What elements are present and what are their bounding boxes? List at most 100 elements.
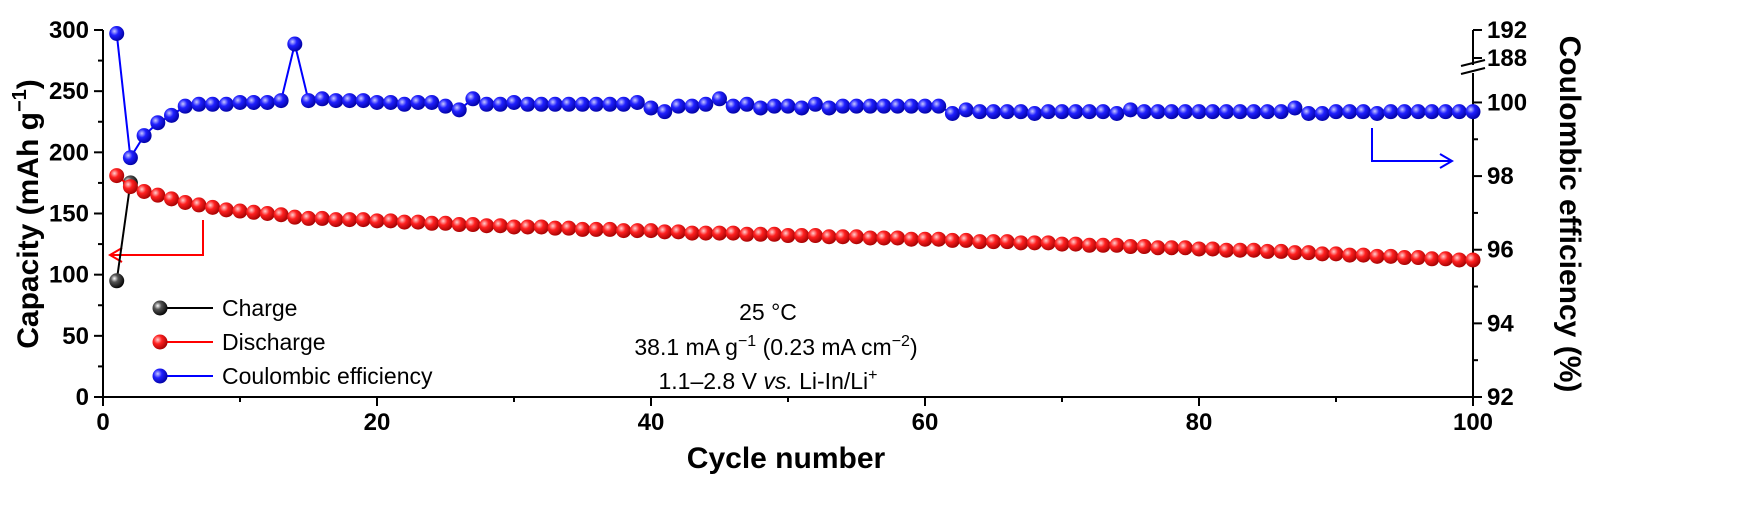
discharge-point bbox=[191, 197, 207, 213]
right-y-tick-label: 92 bbox=[1487, 384, 1514, 411]
svg-text:Coulombic efficiency: Coulombic efficiency bbox=[222, 363, 433, 389]
discharge-point bbox=[944, 232, 960, 248]
coulombic-efficiency-point bbox=[150, 115, 166, 131]
legend-marker-discharge bbox=[152, 334, 168, 350]
coulombic-efficiency-point bbox=[164, 107, 179, 123]
coulombic-efficiency-point bbox=[492, 96, 508, 112]
discharge-point bbox=[465, 217, 481, 233]
discharge-point bbox=[1027, 235, 1043, 251]
discharge-point bbox=[1314, 246, 1330, 262]
discharge-point bbox=[616, 223, 632, 239]
coulombic-efficiency-point bbox=[890, 98, 906, 114]
axis-break-icon bbox=[1460, 59, 1486, 75]
coulombic-efficiency-point bbox=[1355, 104, 1371, 120]
coulombic-efficiency-point bbox=[287, 36, 303, 52]
coulombic-efficiency-point bbox=[1068, 104, 1084, 120]
discharge-point bbox=[301, 210, 316, 226]
coulombic-efficiency-point bbox=[1191, 104, 1207, 120]
discharge-point bbox=[246, 204, 262, 220]
coulombic-efficiency-point bbox=[218, 96, 234, 112]
discharge-point bbox=[1081, 237, 1097, 253]
discharge-point bbox=[1451, 252, 1467, 268]
coulombic-efficiency-point bbox=[1451, 104, 1467, 120]
coulombic-efficiency-point bbox=[588, 96, 604, 112]
discharge-point bbox=[355, 212, 371, 228]
discharge-point bbox=[259, 206, 275, 221]
condition-voltage: 1.1–2.8 V vs. Li-In/Li+ bbox=[658, 367, 877, 394]
coulombic-efficiency-point bbox=[643, 100, 659, 116]
coulombic-efficiency-point bbox=[1273, 104, 1289, 120]
legend-marker-charge bbox=[152, 300, 168, 316]
discharge-point bbox=[109, 168, 125, 184]
coulombic-efficiency-point bbox=[629, 94, 645, 110]
discharge-point bbox=[273, 207, 289, 223]
coulombic-efficiency-point bbox=[1438, 104, 1454, 120]
discharge-point bbox=[1438, 251, 1454, 267]
legend-item-coulombic-efficiency: Coulombic efficiency bbox=[152, 363, 433, 389]
coulombic-efficiency-point bbox=[177, 98, 193, 114]
coulombic-efficiency-point bbox=[602, 96, 618, 112]
coulombic-efficiency-point bbox=[314, 91, 330, 107]
coulombic-efficiency-point bbox=[972, 104, 988, 120]
coulombic-efficiency-point bbox=[1287, 100, 1303, 116]
discharge-point bbox=[643, 223, 659, 239]
discharge-point bbox=[1342, 247, 1358, 263]
discharge-point bbox=[218, 202, 234, 218]
left-y-tick-label: 300 bbox=[49, 17, 89, 44]
discharge-point bbox=[396, 214, 412, 230]
coulombic-efficiency-point bbox=[794, 100, 810, 116]
coulombic-efficiency-point bbox=[670, 98, 686, 114]
coulombic-efficiency-point bbox=[780, 98, 796, 114]
coulombic-efficiency-point bbox=[1150, 104, 1166, 120]
condition-temperature: 25 °C bbox=[739, 299, 797, 325]
discharge-point bbox=[1355, 247, 1371, 263]
coulombic-efficiency-point bbox=[451, 102, 467, 118]
left-y-tick-label: 250 bbox=[49, 78, 89, 105]
discharge-point bbox=[1246, 242, 1262, 258]
discharge-point bbox=[753, 226, 769, 242]
charge-line bbox=[115, 182, 132, 281]
discharge-point bbox=[1287, 245, 1303, 261]
coulombic-efficiency-point bbox=[876, 98, 892, 114]
left-y-tick-label: 0 bbox=[76, 384, 89, 411]
discharge-point bbox=[479, 218, 495, 234]
discharge-point bbox=[1410, 250, 1426, 266]
legend: Charge Discharge Coulombic efficiency bbox=[152, 295, 433, 389]
right-y-tick-label: 96 bbox=[1487, 237, 1514, 264]
discharge-point bbox=[1424, 251, 1440, 267]
discharge-point bbox=[451, 217, 467, 233]
discharge-point bbox=[780, 228, 796, 244]
coulombic-efficiency-point bbox=[479, 96, 495, 112]
coulombic-efficiency-point bbox=[1369, 106, 1385, 121]
discharge-point bbox=[520, 219, 536, 235]
svg-text:Charge: Charge bbox=[222, 295, 297, 321]
coulombic-efficiency-point bbox=[1218, 104, 1234, 120]
coulombic-efficiency-point bbox=[575, 96, 590, 112]
left-y-tick-label: 100 bbox=[49, 262, 89, 289]
discharge-point bbox=[1164, 240, 1180, 256]
discharge-point bbox=[205, 199, 221, 215]
discharge-point bbox=[766, 226, 782, 242]
coulombic-efficiency-point bbox=[917, 98, 933, 114]
discharge-point bbox=[122, 179, 138, 195]
coulombic-efficiency-point bbox=[1040, 104, 1056, 120]
charge-point bbox=[109, 273, 125, 289]
left-y-tick-label: 200 bbox=[49, 139, 89, 166]
right-y-tick-label: 94 bbox=[1487, 310, 1514, 337]
svg-text:Discharge: Discharge bbox=[222, 329, 326, 355]
discharge-point bbox=[1150, 240, 1166, 256]
condition-current: 38.1 mA g−1 (0.23 mA cm−2) bbox=[634, 333, 917, 360]
coulombic-efficiency-point bbox=[520, 96, 536, 112]
discharge-point bbox=[506, 219, 522, 235]
coulombic-efficiency-point bbox=[807, 96, 823, 112]
coulombic-efficiency-point bbox=[1081, 104, 1097, 120]
discharge-point bbox=[1328, 246, 1344, 262]
discharge-point bbox=[999, 234, 1015, 250]
coulombic-efficiency-point bbox=[725, 98, 741, 114]
discharge-point bbox=[917, 231, 933, 247]
discharge-point bbox=[1205, 241, 1221, 257]
discharge-point bbox=[328, 212, 344, 228]
discharge-point bbox=[849, 229, 864, 245]
